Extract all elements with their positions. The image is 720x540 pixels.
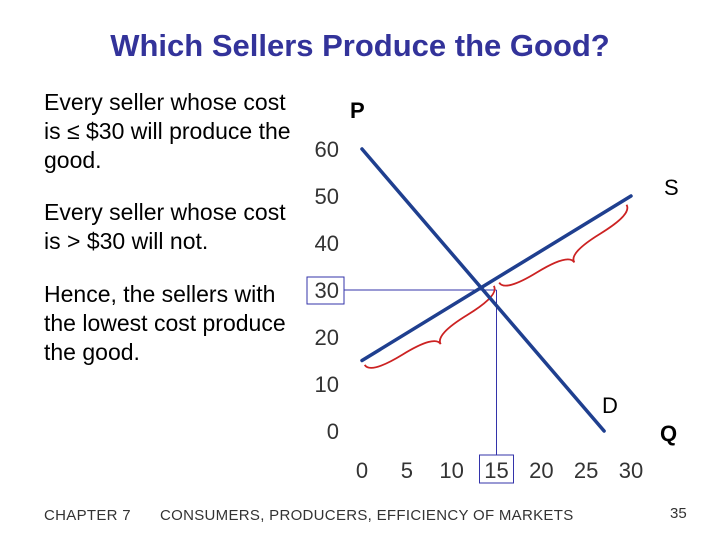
y-tick-label: 10 — [315, 372, 339, 397]
equilibrium-guide-lines — [344, 289, 497, 455]
supply-curve — [360, 194, 633, 363]
x-tick-label: 0 — [356, 458, 368, 483]
y-tick-label: 50 — [315, 184, 339, 209]
low-cost-sellers-brace — [363, 285, 496, 369]
y-axis-label: P — [350, 98, 365, 123]
seller-cost-rule-text: Every seller whose cost is ≤ $30 will pr… — [44, 89, 291, 173]
y-tick-label: 60 — [315, 137, 339, 162]
supply-curve-label: S — [664, 175, 679, 200]
y-tick-label: 40 — [315, 231, 339, 256]
seller-not-produce-text: Every seller whose cost is > $30 will no… — [44, 199, 286, 254]
slide-title: Which Sellers Produce the Good? — [110, 28, 610, 63]
x-tick-label: 5 — [401, 458, 413, 483]
x-axis-ticks: 0 5 10 15 20 25 30 — [356, 458, 643, 483]
curves — [360, 147, 633, 433]
x-tick-label: 15 — [484, 458, 508, 483]
demand-curve — [360, 147, 606, 433]
y-tick-label: 20 — [315, 325, 339, 350]
high-cost-sellers-brace — [498, 204, 629, 287]
x-tick-label: 25 — [574, 458, 598, 483]
demand-curve-label: D — [602, 393, 618, 418]
x-tick-label: 30 — [619, 458, 643, 483]
y-tick-label: 30 — [315, 278, 339, 303]
page-number: 35 — [670, 505, 687, 522]
y-tick-label: 0 — [327, 419, 339, 444]
x-axis-label: Q — [660, 421, 677, 446]
x-tick-label: 10 — [439, 458, 463, 483]
lowest-cost-conclusion-text: Hence, the sellers with the lowest cost … — [44, 281, 286, 365]
footer-subject: CONSUMERS, PRODUCERS, EFFICIENCY OF MARK… — [160, 507, 574, 524]
x-tick-label: 20 — [529, 458, 553, 483]
footer-chapter: CHAPTER 7 — [44, 507, 131, 524]
y-axis-ticks: 0 10 20 30 40 50 60 — [315, 137, 339, 444]
